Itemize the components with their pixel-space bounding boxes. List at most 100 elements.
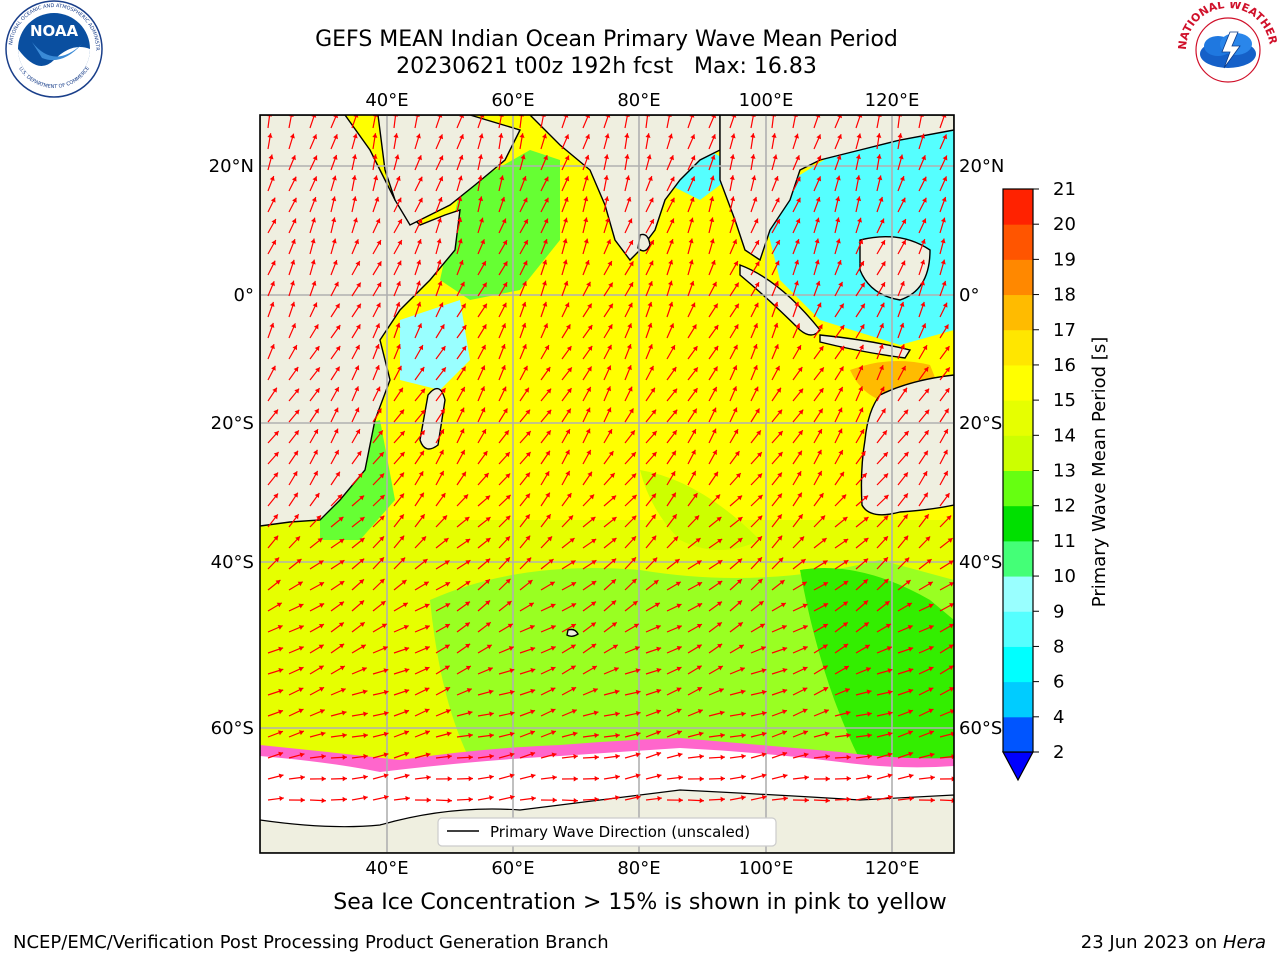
- wave-arrow-head: [294, 388, 300, 394]
- wave-arrow-head: [481, 429, 487, 435]
- wave-arrow-head: [737, 517, 743, 522]
- wave-arrow-head: [568, 515, 574, 521]
- wave-arrow-head: [570, 560, 576, 565]
- wave-arrow-head: [878, 344, 884, 350]
- wave-arrow-head: [761, 710, 767, 716]
- wave-arrow-head: [654, 602, 660, 608]
- wave-arrow-head: [273, 431, 279, 436]
- wave-arrow-head: [445, 582, 451, 587]
- wave-arrow-head: [867, 753, 872, 759]
- wave-arrow-head: [856, 196, 862, 202]
- wave-arrow-head: [757, 578, 763, 584]
- wave-arrow-head: [928, 666, 934, 672]
- wave-arrow-head: [278, 709, 284, 715]
- wave-arrow-head: [361, 667, 367, 672]
- wave-arrow-head: [396, 344, 401, 350]
- colorbar-segment: [1003, 294, 1033, 331]
- wave-arrow-head: [310, 238, 316, 244]
- wave-arrow-head: [509, 668, 515, 674]
- wave-arrow-head: [521, 301, 527, 307]
- wave-arrow-head: [689, 197, 695, 202]
- wave-arrow-head: [921, 155, 926, 161]
- wave-arrow-head: [485, 600, 491, 606]
- wave-arrow-head: [376, 282, 382, 288]
- wave-arrow-head: [583, 175, 589, 181]
- wave-arrow-head: [656, 668, 662, 673]
- wave-arrow-head: [379, 473, 385, 479]
- wave-arrow-head: [737, 622, 743, 627]
- wave-arrow-head: [399, 409, 405, 415]
- wave-arrow-head: [418, 197, 423, 203]
- wave-arrow-head: [692, 346, 698, 352]
- wave-arrow-head: [383, 710, 389, 717]
- wave-arrow-head: [822, 665, 828, 671]
- wave-arrow-head: [949, 603, 954, 608]
- wave-arrow-head: [335, 471, 340, 477]
- wave-arrow-head: [720, 732, 725, 739]
- wave-arrow-head: [814, 259, 820, 265]
- wave-arrow-head: [928, 687, 934, 693]
- wave-arrow-head: [548, 559, 554, 564]
- wave-arrow-head: [313, 429, 319, 435]
- wave-arrow-head: [459, 407, 465, 413]
- wave-arrow: [372, 115, 377, 129]
- wave-arrow-head: [590, 601, 596, 607]
- wave-arrow-head: [794, 301, 800, 307]
- wave-arrow-head: [903, 535, 909, 541]
- wave-arrow: [414, 115, 419, 129]
- wave-arrow-head: [611, 537, 617, 543]
- wave-arrow-head: [274, 557, 280, 563]
- wave-arrow-head: [270, 281, 275, 287]
- wave-arrow-head: [352, 217, 358, 223]
- wave-arrow-head: [461, 345, 467, 351]
- wave-arrow-head: [318, 665, 324, 671]
- colorbar-tick-label: 12: [1053, 496, 1076, 517]
- wave-arrow-head: [899, 176, 905, 182]
- wave-arrow-head: [319, 603, 325, 608]
- wave-arrow-head: [887, 794, 893, 800]
- wave-arrow-head: [645, 133, 651, 138]
- wave-arrow-head: [481, 324, 487, 330]
- wave-arrow-head: [651, 535, 657, 541]
- wave-arrow-head: [504, 430, 509, 436]
- wave-arrow-head: [908, 688, 914, 694]
- wave-arrow-head: [710, 154, 716, 160]
- wave-arrow-head: [900, 197, 906, 203]
- wave-arrow-head: [459, 428, 465, 434]
- wave-arrow-head: [570, 623, 576, 629]
- wave-arrow-head: [501, 365, 506, 371]
- wave-arrow-head: [332, 260, 338, 266]
- wave-arrow-head: [544, 345, 550, 351]
- wave-arrow-head: [571, 582, 577, 587]
- wave-arrow-head: [269, 176, 275, 181]
- wave-arrow-head: [444, 560, 450, 565]
- wave-arrow-head: [711, 134, 716, 140]
- wave-arrow-head: [694, 515, 700, 521]
- wave-arrow-head: [627, 365, 632, 371]
- wave-arrow-head: [843, 560, 849, 565]
- wave-arrow-head: [690, 155, 696, 161]
- wave-arrow-head: [394, 154, 400, 160]
- wave-arrow-head: [887, 752, 893, 758]
- wave-arrow-head: [313, 324, 319, 330]
- wave-arrow-head: [339, 643, 345, 649]
- field-patch-bengal: [640, 150, 740, 200]
- wave-arrow-head: [615, 732, 620, 739]
- wave-arrow-head: [648, 281, 653, 287]
- wave-arrow-head: [876, 133, 882, 138]
- wave-arrow-head: [647, 322, 653, 328]
- wave-arrow-head: [418, 471, 424, 477]
- wave-arrow-head: [567, 367, 572, 373]
- wave-arrow-head: [899, 301, 905, 307]
- wave-arrow-head: [416, 239, 422, 245]
- wave-arrow-head: [614, 689, 620, 695]
- wave-arrow-head: [438, 302, 444, 308]
- wave-arrow-head: [379, 536, 385, 542]
- wave-arrow-head: [883, 452, 888, 458]
- wave-arrow-head: [402, 602, 408, 608]
- wave-arrow-head: [648, 197, 654, 203]
- wave-arrow-head: [541, 133, 547, 139]
- wave-arrow-head: [439, 429, 445, 435]
- wave-arrow-head: [794, 133, 799, 139]
- wave-arrow-head: [691, 429, 697, 435]
